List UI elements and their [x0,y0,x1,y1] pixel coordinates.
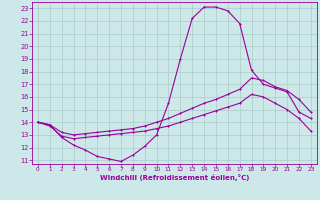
X-axis label: Windchill (Refroidissement éolien,°C): Windchill (Refroidissement éolien,°C) [100,174,249,181]
